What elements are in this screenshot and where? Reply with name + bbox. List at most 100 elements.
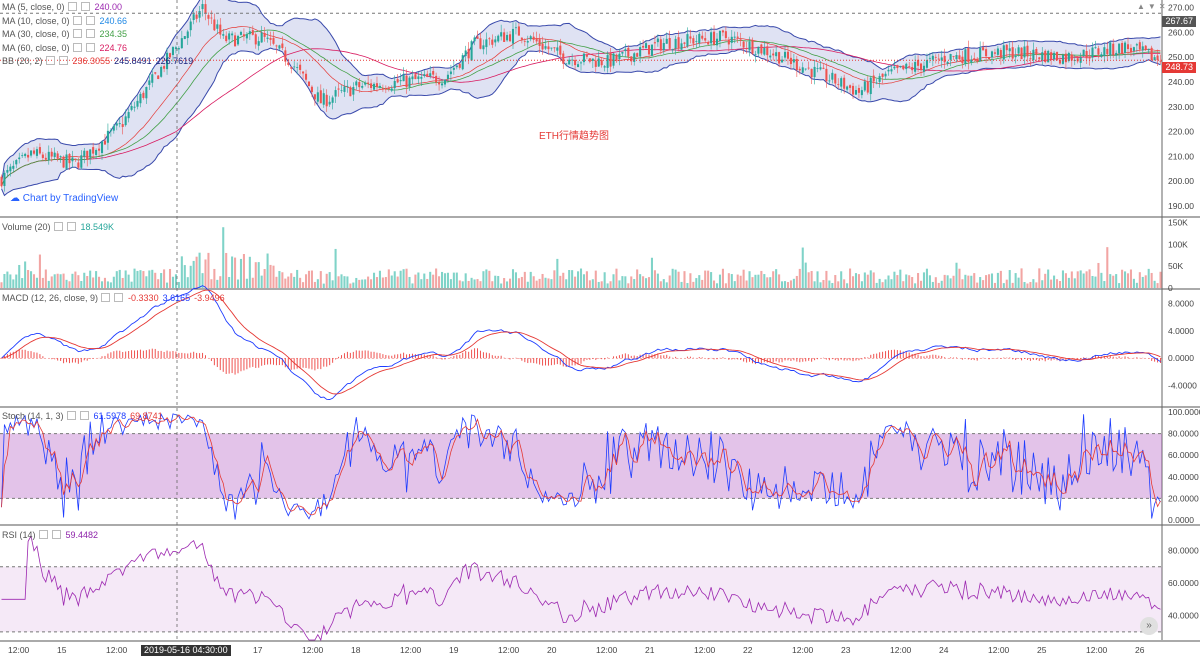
candle: [568, 56, 571, 65]
macd-histogram-bar: [432, 355, 434, 359]
candle-body: [899, 65, 902, 68]
close-icon[interactable]: [51, 530, 61, 539]
candle: [1014, 48, 1017, 64]
volume-bar: [1020, 268, 1023, 288]
macd-histogram-bar: [642, 354, 644, 359]
macd-histogram-bar: [406, 354, 408, 359]
volume-bar: [760, 270, 763, 288]
close-icon[interactable]: [58, 56, 68, 65]
candle: [875, 78, 878, 85]
macd-histogram-bar: [923, 356, 925, 359]
price-tick-label: 240.00: [1168, 77, 1194, 87]
candle: [828, 74, 831, 85]
macd-histogram-bar: [500, 355, 502, 359]
candle: [579, 61, 583, 71]
macd-histogram-bar: [485, 352, 487, 359]
candle: [757, 46, 760, 57]
candle-body: [139, 93, 142, 104]
time-tick-label: 12:00: [890, 645, 912, 655]
candle: [491, 34, 494, 48]
candle: [65, 149, 68, 170]
macd-histogram-bar: [329, 358, 331, 366]
volume-bar: [98, 276, 101, 288]
volume-bar: [813, 281, 816, 288]
macd-histogram-bar: [917, 354, 919, 359]
candle: [668, 30, 671, 51]
candle: [1156, 49, 1159, 67]
volume-bar: [538, 278, 541, 288]
close-icon[interactable]: [66, 222, 76, 231]
macd-histogram-bar: [240, 358, 242, 372]
settings-icon[interactable]: [66, 411, 76, 420]
candle: [304, 69, 308, 83]
candle: [234, 32, 237, 47]
close-icon[interactable]: [85, 29, 95, 38]
volume-bar: [846, 283, 849, 288]
macd-histogram-bar: [216, 358, 218, 368]
candle-body: [266, 37, 269, 39]
candle: [429, 65, 432, 79]
close-icon[interactable]: [85, 42, 95, 52]
macd-histogram-bar: [54, 358, 56, 360]
macd-histogram-bar: [757, 358, 759, 363]
settings-icon[interactable]: [67, 2, 77, 11]
volume-bar: [452, 272, 455, 288]
settings-icon[interactable]: [53, 222, 63, 231]
close-icon[interactable]: [80, 2, 90, 11]
macd-histogram-bar: [1021, 358, 1023, 361]
candle-body: [713, 31, 716, 45]
volume-bar: [860, 281, 863, 288]
candle: [813, 59, 816, 85]
volume-bar: [979, 277, 982, 288]
volume-bar: [899, 269, 902, 288]
close-icon[interactable]: [79, 411, 89, 420]
volume-bar: [1121, 269, 1124, 288]
settings-icon[interactable]: [101, 293, 111, 302]
macd-histogram-bar: [231, 358, 233, 374]
candle-body: [574, 59, 577, 66]
settings-icon[interactable]: [72, 42, 82, 52]
macd-histogram-bar: [896, 350, 898, 359]
candle-body: [1044, 50, 1047, 63]
candle-body: [189, 21, 192, 31]
candle-body: [579, 62, 583, 64]
volume-bar: [21, 278, 24, 288]
candle-body: [65, 154, 68, 169]
settings-icon[interactable]: [72, 15, 82, 25]
candle-body: [1091, 47, 1094, 58]
candle: [979, 41, 982, 62]
candle-body: [443, 79, 447, 85]
macd-histogram-bar: [787, 358, 789, 361]
macd-histogram-bar: [568, 358, 570, 367]
candle: [257, 36, 260, 51]
candle-body: [325, 94, 328, 107]
volume-bar: [804, 262, 807, 288]
candle-body: [100, 141, 104, 153]
macd-histogram-bar: [944, 357, 946, 359]
macd-histogram-bar: [482, 352, 484, 359]
settings-icon[interactable]: [72, 29, 82, 38]
scroll-to-realtime-button[interactable]: »: [1140, 617, 1158, 635]
settings-icon[interactable]: [45, 56, 55, 65]
candle-body: [198, 10, 201, 18]
volume-bar: [207, 252, 210, 288]
volume-bar: [615, 268, 618, 288]
volume-bar: [931, 281, 934, 288]
macd-histogram-bar: [1154, 358, 1156, 362]
candle: [553, 47, 556, 53]
close-icon[interactable]: [85, 15, 95, 25]
macd-histogram-bar: [388, 355, 390, 359]
volume-bar: [671, 268, 674, 288]
pane-controls[interactable]: ▲▼✕: [1137, 2, 1169, 11]
tradingview-watermark[interactable]: ☁ Chart by TradingView: [10, 193, 119, 204]
candle: [183, 36, 186, 40]
candle: [1118, 43, 1121, 59]
macd-histogram-bar: [796, 358, 798, 362]
settings-icon[interactable]: [38, 530, 48, 539]
volume-bar: [166, 282, 169, 288]
volume-bar: [893, 271, 896, 288]
candle-body: [778, 52, 781, 64]
close-icon[interactable]: [114, 293, 124, 302]
volume-bar: [334, 248, 337, 288]
